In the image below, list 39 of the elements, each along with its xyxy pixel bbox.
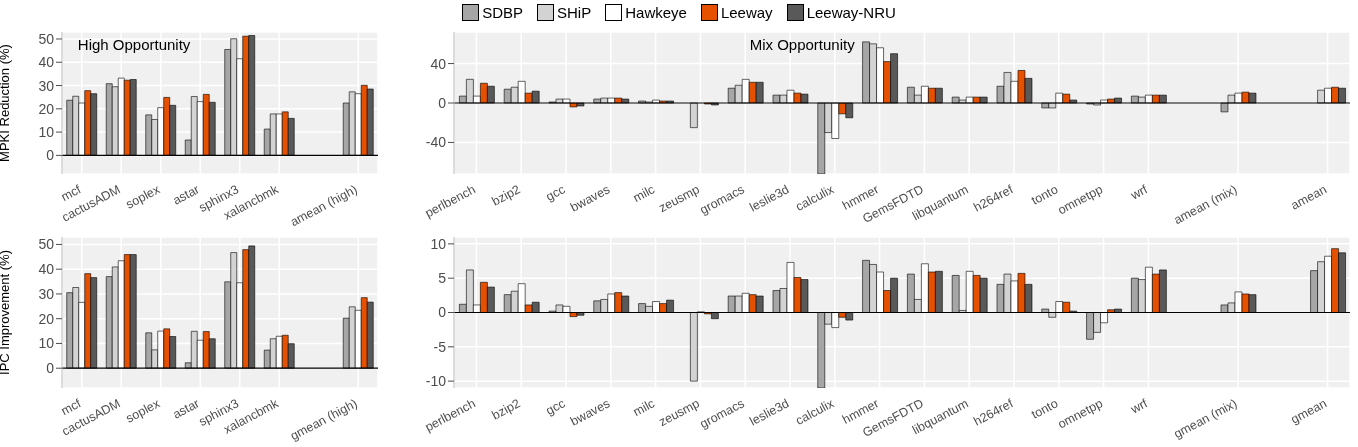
x-tick-label: gcc [543,396,568,418]
x-tick-label: tonto [1029,396,1061,422]
x-tick-label: wrf [1127,182,1151,203]
legend-label: SDBP [482,4,524,21]
y-tick-label: 30 [38,77,55,94]
x-tick-label: milc [630,182,658,206]
y-tick-label: 40 [38,54,55,71]
y-tick-label: 0 [46,147,55,164]
legend-label: Leeway-NRU [806,4,896,21]
y-tick-label: 20 [38,100,55,117]
y-tick-label: -5 [433,338,447,355]
y-axis-title: IPC Improvement (%) [0,250,12,375]
y-tick-label: -10 [425,373,447,390]
y-tick-label: 0 [46,360,55,377]
y-tick-label: 50 [38,30,55,47]
legend-label: Leeway [720,4,773,21]
y-tick-label: 20 [38,310,55,327]
legend-label: SHiP [557,4,592,21]
y-tick-label: 0 [438,94,447,111]
x-tick-label: tonto [1029,182,1061,208]
x-tick-label: bzip2 [489,182,523,209]
y-tick-label: 5 [438,270,447,287]
y-tick-label: 10 [38,124,55,141]
y-tick-label: 40 [430,55,447,72]
x-tick-label: wrf [1127,396,1151,417]
y-tick-label: 10 [430,235,447,252]
y-tick-label: 0 [438,304,447,321]
x-tick-label: gcc [543,182,568,204]
y-tick-label: 50 [38,236,55,253]
x-tick-label: milc [630,396,658,420]
annotation: High Opportunity [77,36,191,53]
y-tick-label: 30 [38,285,55,302]
y-tick-label: 40 [38,261,55,278]
y-tick-label: 10 [38,335,55,352]
y-tick-label: -40 [425,134,447,151]
x-tick-label: bzip2 [489,396,523,423]
y-axis-title: MPKI Reduction (%) [0,44,12,162]
legend-label: Hawkeye [625,4,687,21]
annotation: Mix Opportunity [749,36,855,53]
